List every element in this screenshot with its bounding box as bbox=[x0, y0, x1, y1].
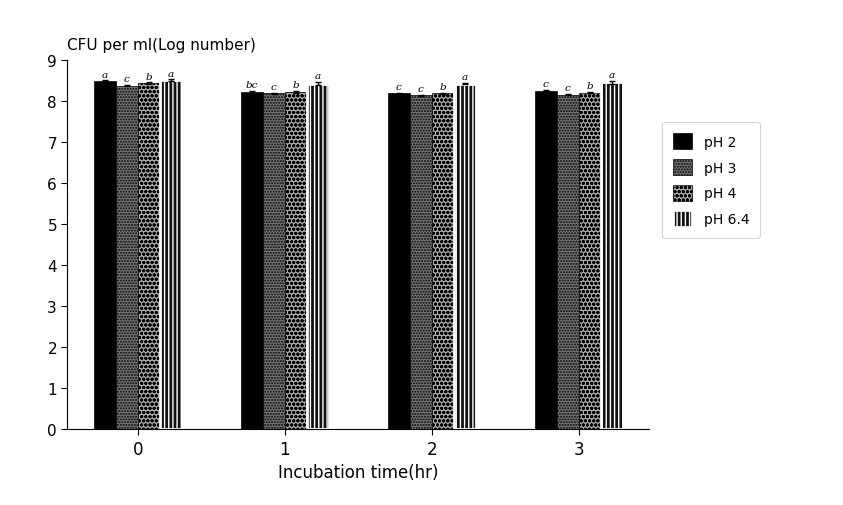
Bar bbox=[388, 94, 410, 429]
Text: a: a bbox=[102, 71, 108, 79]
Bar bbox=[263, 94, 285, 429]
Text: a: a bbox=[314, 72, 321, 81]
Bar bbox=[241, 92, 263, 429]
Text: b: b bbox=[293, 81, 299, 90]
Bar bbox=[160, 81, 182, 429]
Bar bbox=[432, 94, 454, 429]
Text: c: c bbox=[565, 84, 571, 93]
Bar bbox=[534, 91, 556, 429]
Legend: pH 2, pH 3, pH 4, pH 6.4: pH 2, pH 3, pH 4, pH 6.4 bbox=[662, 123, 760, 238]
Text: b: b bbox=[587, 82, 593, 91]
Text: c: c bbox=[418, 85, 423, 94]
Bar bbox=[94, 82, 116, 429]
Text: a: a bbox=[609, 71, 615, 80]
Text: c: c bbox=[396, 83, 401, 92]
Bar bbox=[307, 84, 329, 429]
Text: b: b bbox=[439, 83, 446, 92]
Text: c: c bbox=[271, 83, 277, 92]
Text: a: a bbox=[462, 73, 468, 82]
Text: CFU per ml(Log number): CFU per ml(Log number) bbox=[67, 37, 256, 53]
X-axis label: Incubation time(hr): Incubation time(hr) bbox=[278, 463, 438, 481]
Bar bbox=[556, 95, 578, 429]
Bar bbox=[578, 93, 601, 429]
Text: a: a bbox=[168, 70, 174, 79]
Text: b: b bbox=[146, 73, 153, 81]
Bar bbox=[410, 96, 432, 429]
Bar bbox=[454, 84, 475, 429]
Bar bbox=[116, 86, 138, 429]
Text: bc: bc bbox=[245, 81, 258, 90]
Text: c: c bbox=[124, 75, 130, 84]
Bar bbox=[601, 83, 623, 429]
Bar bbox=[138, 84, 160, 429]
Text: c: c bbox=[543, 80, 549, 89]
Bar bbox=[285, 92, 307, 429]
